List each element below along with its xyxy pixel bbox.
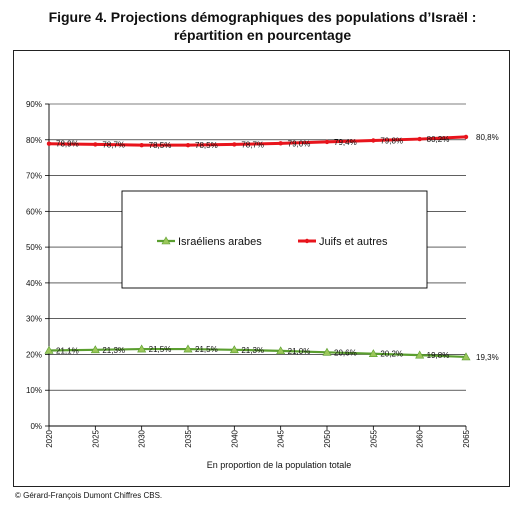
data-point-triangle: [415, 350, 425, 359]
data-label: 78,7%: [241, 140, 264, 149]
data-point-dot: [46, 141, 52, 146]
data-label: 21,5%: [195, 345, 218, 354]
data-point-triangle: [276, 346, 286, 355]
series-line-israeliens-arabes: [48, 347, 467, 359]
chart-title-line-2: répartition en pourcentage: [173, 27, 352, 43]
data-label: 21,0%: [288, 347, 311, 356]
data-label: 20,2%: [380, 350, 403, 359]
legend-marker-triangle: [161, 236, 171, 245]
data-label: 21,5%: [149, 345, 172, 354]
data-label: 80,2%: [427, 135, 450, 144]
data-point-triangle: [322, 347, 332, 356]
data-point-triangle: [368, 349, 378, 358]
y-tick-label: 30%: [26, 315, 42, 324]
legend: Israéliens arabes Juifs et autres: [121, 190, 428, 289]
data-point-dot: [232, 142, 237, 147]
legend-marker-dot: [304, 238, 310, 244]
chart-title-line-1: Figure 4. Projections démographiques des…: [48, 9, 477, 25]
data-point-triangle: [461, 352, 471, 361]
y-tick-label: 50%: [26, 243, 42, 252]
x-tick-label: 2035: [184, 429, 193, 447]
x-tick-label: 2020: [45, 429, 54, 447]
x-tick-label: 2025: [91, 429, 100, 447]
data-label: 80,8%: [476, 133, 499, 142]
data-label: 78,5%: [195, 141, 218, 150]
x-tick-label: 2040: [230, 429, 239, 447]
legend-label: Israéliens arabes: [178, 236, 262, 248]
data-label: 19,3%: [476, 353, 499, 362]
series-lines: [44, 134, 471, 361]
y-tick-label: 70%: [26, 172, 42, 181]
x-tick-label: 2030: [138, 429, 147, 447]
data-label: 21,3%: [102, 346, 125, 355]
x-axis-label: En proportion de la population totale: [207, 460, 352, 470]
x-tick-label: 2050: [323, 429, 332, 447]
data-label: 79,4%: [334, 138, 357, 147]
data-labels: 21,1% 21,3% 21,5% 21,5% 21,3% 21,0% 20,6% 20,2%…: [56, 133, 499, 362]
data-point-dot: [371, 138, 376, 143]
x-tick-label: 2060: [416, 429, 425, 447]
data-point-triangle: [90, 345, 100, 354]
x-tick-label: 2055: [369, 429, 378, 447]
data-point-dot: [278, 141, 283, 146]
data-point-triangle: [44, 345, 54, 354]
data-label: 20,6%: [334, 348, 357, 357]
data-label: 21,3%: [241, 346, 264, 355]
y-tick-label: 20%: [26, 350, 42, 359]
data-point-triangle: [183, 344, 193, 353]
legend-label: Juifs et autres: [319, 236, 388, 248]
data-point-dot: [139, 142, 144, 148]
y-tick-label: 10%: [26, 386, 42, 395]
y-tick-label: 60%: [26, 207, 42, 216]
data-point-dot: [185, 142, 191, 148]
data-label: 19,8%: [427, 351, 450, 360]
x-tick-label: 2065: [462, 429, 471, 447]
data-label: 78,7%: [102, 140, 125, 149]
y-tick-label: 0%: [30, 422, 42, 431]
data-point-dot: [93, 142, 98, 147]
data-point-triangle: [137, 344, 147, 353]
source-note: © Gérard-François Dumont Chiffres CBS.: [15, 491, 163, 500]
y-tick-label: 40%: [26, 279, 42, 288]
chart-frame: [13, 50, 510, 487]
data-label: 79,8%: [380, 136, 403, 145]
y-tick-label: 80%: [26, 136, 42, 145]
x-tick-label: 2045: [277, 429, 286, 447]
series-line-juifs-et-autres: [48, 135, 467, 147]
legend-box: [121, 190, 428, 289]
data-label: 21,1%: [56, 347, 79, 356]
data-label: 78,9%: [56, 140, 79, 149]
data-label: 78,5%: [149, 141, 172, 150]
chart-title: Figure 4. Projections démographiques des…: [0, 8, 525, 44]
axes: 0% 10% 20% 30% 40% 50% 60% 70% 80% 90% 2020 2025 203…: [26, 100, 471, 448]
data-point-triangle: [229, 345, 239, 354]
data-point-dot: [324, 139, 330, 145]
y-tick-label: 90%: [26, 100, 42, 109]
data-point-dot: [463, 134, 469, 140]
data-label: 79,0%: [288, 139, 311, 148]
data-point-dot: [417, 136, 422, 142]
